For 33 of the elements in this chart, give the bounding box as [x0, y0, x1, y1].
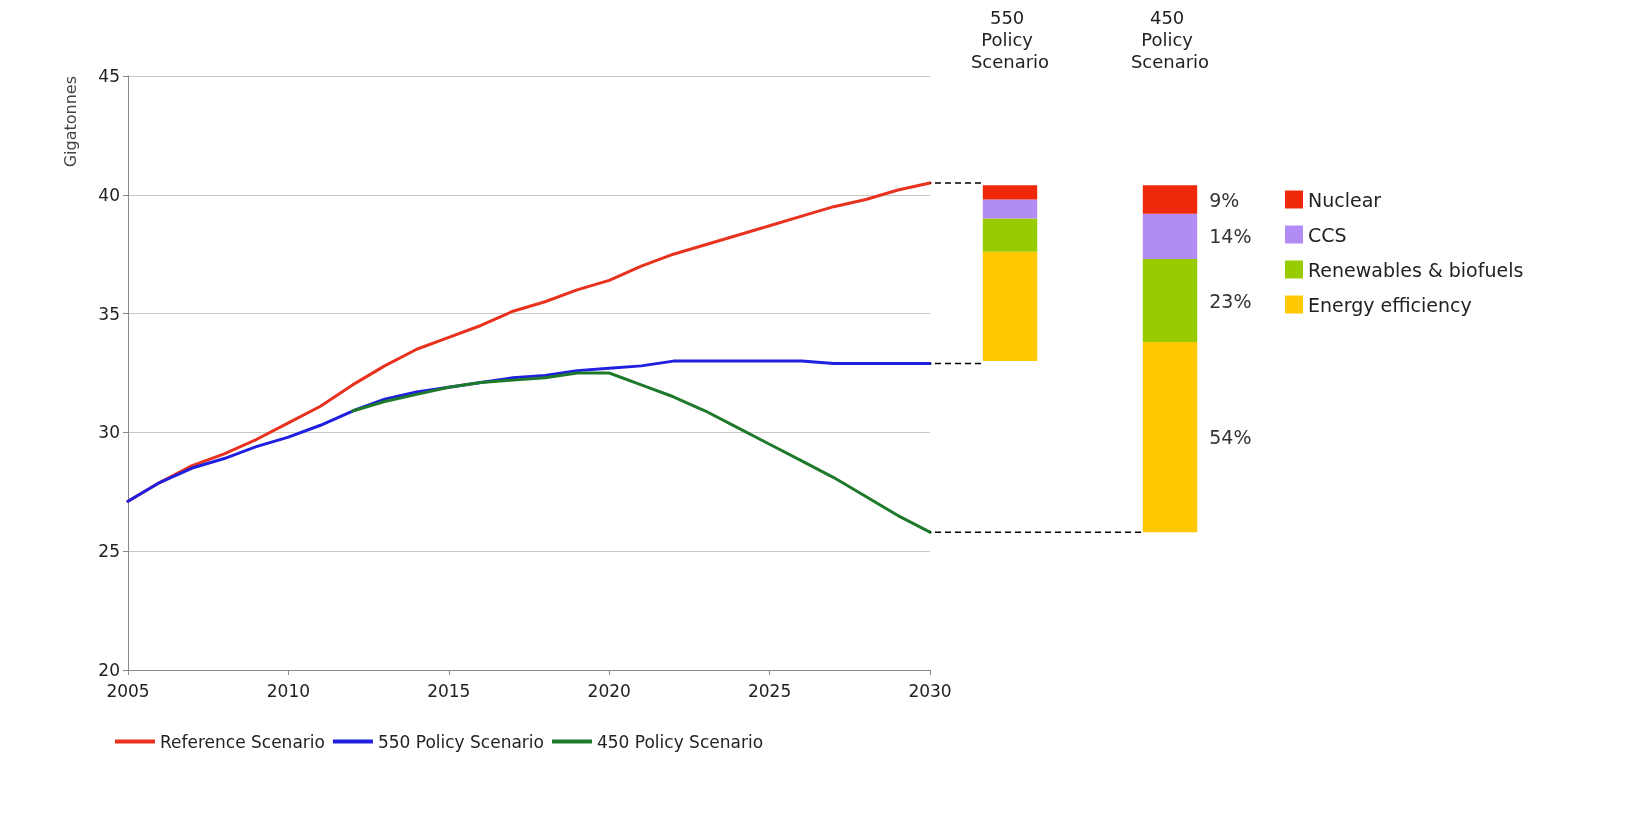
- x-tick-label: 2005: [106, 680, 150, 701]
- legend-label: Renewables & biofuels: [1308, 258, 1524, 281]
- y-tick-label: 45: [98, 66, 120, 86]
- legend-label: Nuclear: [1308, 188, 1382, 211]
- text: 14%: [1209, 225, 1252, 248]
- x-tick-label: 2015: [427, 680, 471, 701]
- legend-label: CCS: [1308, 223, 1347, 246]
- x-tick-label: 2030: [908, 680, 952, 701]
- bar: [982, 251, 1038, 362]
- bar: [1142, 185, 1198, 214]
- legend-label: 550 Policy Scenario: [377, 731, 544, 752]
- bar: [1142, 213, 1198, 259]
- x-tick-label: 2020: [587, 680, 631, 701]
- legend-label: Reference Scenario: [160, 731, 325, 752]
- text: 23%: [1209, 289, 1252, 312]
- y-tick-label: 35: [98, 303, 120, 324]
- legend-label: Energy efficiency: [1308, 293, 1472, 316]
- bar: [982, 218, 1038, 252]
- y-tick-label: 20: [98, 660, 120, 680]
- bar: [1142, 258, 1198, 343]
- x-tick-label: 2025: [747, 680, 792, 701]
- bar: [982, 185, 1038, 200]
- x-tick-label: 2010: [266, 680, 311, 701]
- line-series: [351, 371, 932, 534]
- text: 54%: [1209, 426, 1252, 449]
- y-tick-label: 25: [98, 541, 120, 562]
- bar: [1142, 342, 1198, 533]
- y-axis-title: Gigatonnes: [60, 76, 80, 168]
- legend-label: 450 Policy Scenario: [596, 731, 764, 752]
- y-tick-label: 40: [98, 184, 120, 205]
- bar: [982, 199, 1038, 219]
- text: 9%: [1209, 188, 1240, 211]
- y-tick-label: 30: [98, 422, 120, 443]
